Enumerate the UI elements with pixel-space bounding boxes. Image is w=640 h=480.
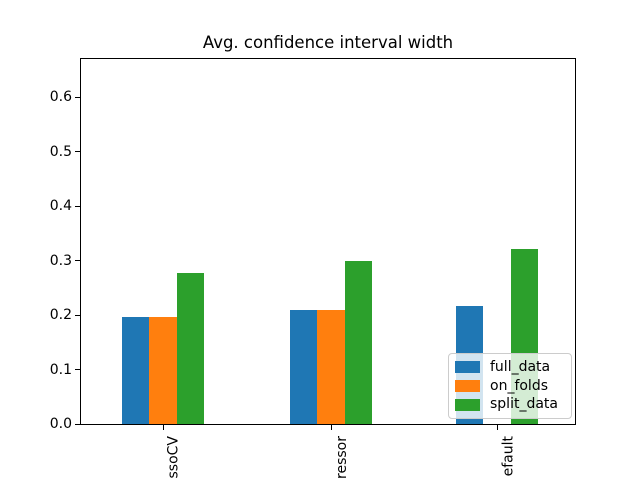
- y-tick-label: 0.6: [49, 89, 72, 106]
- x-tick-mark: [496, 425, 498, 430]
- legend-swatch-icon: [455, 380, 480, 392]
- y-tick-label: 0.5: [49, 143, 72, 160]
- legend-entry-split_data: split_data: [455, 395, 565, 414]
- legend-label: on_folds: [490, 377, 549, 394]
- legend-swatch-icon: [455, 361, 480, 374]
- y-tick-mark: [75, 314, 80, 316]
- x-tick-mark: [330, 425, 332, 430]
- legend-swatch-icon: [455, 398, 480, 411]
- bar-on_folds-ressor: [317, 310, 345, 424]
- y-tick-label: 0.1: [49, 361, 72, 378]
- plot-area: [80, 58, 576, 425]
- y-tick-label: 0.4: [49, 198, 72, 215]
- y-tick-label: 0.0: [49, 416, 72, 432]
- bar-on_folds-ssoCV: [149, 317, 177, 424]
- y-tick-mark: [75, 205, 80, 207]
- y-tick-mark: [75, 151, 80, 153]
- x-tick-mark: [162, 425, 164, 430]
- legend-entry-on_folds: on_folds: [455, 377, 565, 396]
- bar-full_data-ressor: [289, 310, 318, 424]
- x-tick-label: ssoCV: [166, 436, 182, 479]
- x-tick-label: ressor: [334, 436, 350, 479]
- y-tick-mark: [75, 260, 80, 262]
- legend-entry-full_data: full_data: [455, 358, 565, 377]
- legend-label: full_data: [490, 358, 551, 375]
- y-tick-label: 0.2: [49, 307, 72, 324]
- y-tick-label: 0.3: [49, 252, 72, 269]
- bar-split_data-ressor: [344, 261, 373, 424]
- bar-full_data-ssoCV: [121, 317, 150, 424]
- legend: full_data on_folds split_data: [448, 353, 572, 419]
- bar-split_data-ssoCV: [176, 273, 205, 424]
- chart-title: Avg. confidence interval width: [202, 33, 454, 52]
- legend-label: split_data: [490, 396, 558, 413]
- x-tick-label: efault: [500, 436, 516, 477]
- y-tick-mark: [75, 423, 80, 425]
- y-tick-mark: [75, 96, 80, 98]
- y-tick-mark: [75, 369, 80, 371]
